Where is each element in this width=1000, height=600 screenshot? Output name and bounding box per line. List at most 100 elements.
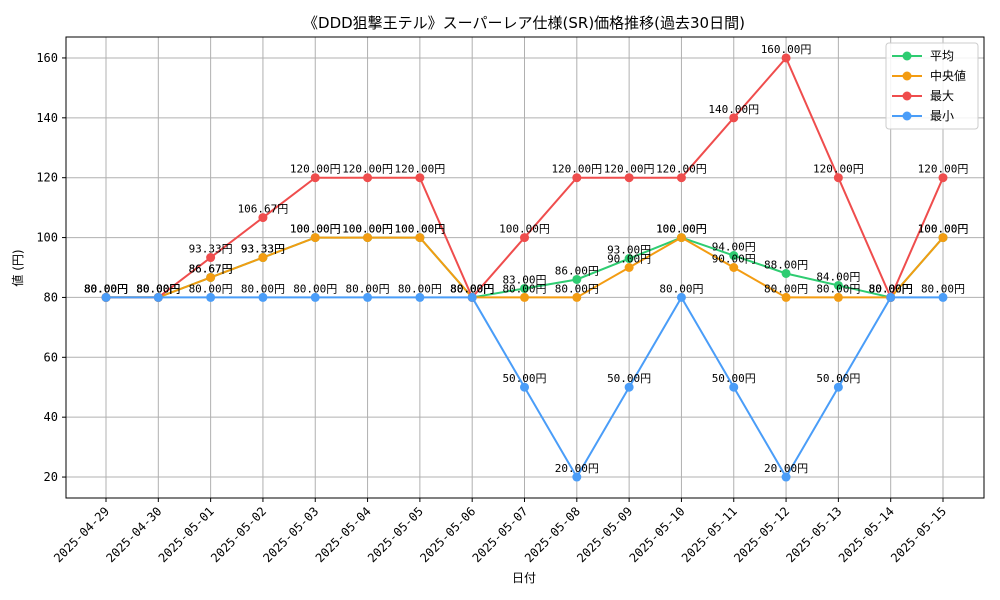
data-point	[833, 173, 843, 183]
data-label: 100.00円	[499, 223, 550, 236]
y-tick-label: 100	[36, 231, 58, 245]
data-label: 140.00円	[708, 103, 759, 116]
data-label: 93.33円	[241, 243, 285, 256]
data-point	[415, 292, 425, 302]
chart-title: 《DDD狙撃王テル》スーパーレア仕様(SR)価格推移(過去30日間)	[303, 14, 745, 32]
data-label: 20.00円	[764, 462, 808, 475]
data-label: 100.00円	[656, 223, 707, 236]
data-point	[886, 292, 896, 302]
data-label: 80.00円	[136, 282, 180, 295]
legend-label: 最小	[930, 109, 954, 123]
data-label: 90.00円	[607, 253, 651, 266]
data-label: 50.00円	[816, 372, 860, 385]
legend-label: 平均	[930, 49, 954, 63]
data-label: 94.00円	[712, 241, 756, 254]
data-point	[310, 233, 320, 243]
data-point	[467, 292, 477, 302]
data-point	[310, 173, 320, 183]
data-label: 120.00円	[395, 163, 446, 176]
data-point	[363, 292, 373, 302]
data-label: 80.00円	[450, 282, 494, 295]
x-axis-ticks: 2025-04-292025-04-302025-05-012025-05-02…	[51, 498, 949, 565]
data-label: 100.00円	[918, 223, 969, 236]
data-point	[624, 382, 634, 392]
data-point	[415, 173, 425, 183]
data-point	[729, 263, 739, 272]
data-point	[258, 292, 268, 302]
data-point	[206, 253, 216, 263]
data-label: 80.00円	[241, 282, 285, 295]
data-point	[624, 254, 634, 264]
data-label: 80.00円	[450, 282, 494, 295]
data-label: 120.00円	[342, 163, 393, 176]
data-label: 80.00円	[84, 282, 128, 295]
data-point	[676, 292, 686, 302]
data-label: 84.00円	[816, 270, 860, 283]
data-label: 80.00円	[293, 282, 337, 295]
data-label: 106.67円	[238, 203, 289, 216]
data-label: 86.67円	[189, 262, 233, 275]
legend-swatch-marker	[902, 111, 912, 121]
legend-box	[885, 42, 979, 130]
data-label: 100.00円	[918, 223, 969, 236]
data-point	[833, 382, 843, 392]
data-label: 80.00円	[869, 282, 913, 295]
y-axis-label: 値 (円)	[10, 249, 25, 286]
data-point	[781, 472, 791, 482]
data-label: 80.00円	[764, 282, 808, 295]
data-point	[624, 173, 634, 183]
data-label: 80.00円	[869, 282, 913, 295]
data-point	[676, 233, 686, 243]
y-tick-label: 40	[44, 410, 58, 424]
data-point	[938, 233, 948, 243]
y-tick-label: 80	[44, 290, 58, 304]
data-label: 100.00円	[290, 223, 341, 236]
data-point	[153, 292, 163, 302]
data-label: 80.00円	[84, 282, 128, 295]
data-label: 80.00円	[136, 282, 180, 295]
data-label: 120.00円	[813, 163, 864, 176]
data-point	[833, 292, 843, 302]
y-tick-label: 60	[44, 350, 58, 364]
y-tick-label: 160	[36, 51, 58, 65]
legend-swatch-marker	[902, 71, 912, 81]
x-tick-label: 2025-05-15	[888, 504, 949, 565]
data-point	[363, 233, 373, 243]
data-label: 90.00円	[712, 253, 756, 266]
data-label: 80.00円	[136, 282, 180, 295]
data-point	[310, 292, 320, 302]
data-label: 50.00円	[502, 372, 546, 385]
data-label: 160.00円	[761, 43, 812, 56]
data-label: 120.00円	[604, 163, 655, 176]
data-label: 80.00円	[398, 282, 442, 295]
data-label: 50.00円	[607, 372, 651, 385]
data-point	[624, 263, 634, 272]
data-point	[729, 382, 739, 392]
legend-label: 中央値	[930, 68, 966, 83]
data-point	[520, 382, 529, 392]
data-point	[520, 283, 529, 293]
data-label: 100.00円	[342, 223, 393, 236]
y-axis-ticks: 20 40 60 80 100 120 140 160	[36, 51, 66, 484]
data-label: 86.00円	[555, 264, 599, 277]
y-tick-label: 120	[36, 171, 58, 185]
data-point	[938, 173, 948, 183]
data-label: 120.00円	[290, 163, 341, 176]
data-label: 80.00円	[136, 282, 180, 295]
data-label: 80.00円	[502, 282, 546, 295]
data-point	[415, 233, 425, 243]
x-axis-label: 日付	[512, 571, 536, 585]
data-label: 88.00円	[764, 258, 808, 271]
data-point	[729, 113, 739, 123]
data-label: 120.00円	[656, 163, 707, 176]
data-label: 93.33円	[189, 243, 233, 256]
data-point	[833, 280, 843, 290]
data-label: 80.00円	[450, 282, 494, 295]
data-label: 100.00円	[395, 223, 446, 236]
data-point	[938, 292, 948, 302]
data-point	[572, 274, 582, 284]
legend-swatch-marker	[902, 91, 912, 101]
legend-label: 最大	[930, 89, 954, 103]
data-point	[258, 213, 268, 223]
